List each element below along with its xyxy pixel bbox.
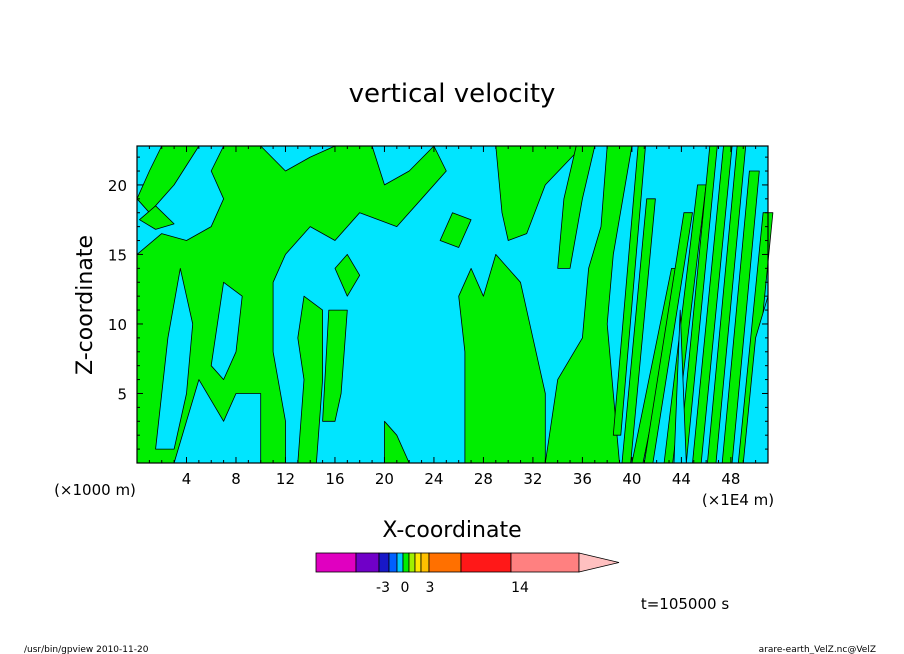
x-axis-label: X-coordinate — [382, 518, 521, 543]
x-tick-label: 12 — [276, 470, 295, 488]
x-tick-label: 20 — [375, 470, 394, 488]
colorbar-segment — [396, 552, 404, 573]
chart-title: vertical velocity — [349, 79, 556, 109]
footer-command: /usr/bin/gpview 2010-11-20 — [24, 645, 149, 654]
y-tick-label: 20 — [108, 177, 127, 195]
colorbar-segment — [315, 552, 357, 573]
positive-region — [334, 254, 361, 297]
y-tick-label: 15 — [108, 246, 127, 264]
y-tick-label: 5 — [117, 385, 127, 403]
footer-source: arare-earth_VelZ.nc@VelZ — [759, 645, 876, 654]
colorbar-label-14: 14 — [511, 580, 529, 596]
x-tick-label: 8 — [231, 470, 241, 488]
y-axis-label: Z-coordinate — [73, 235, 98, 375]
colorbar-segment — [388, 552, 398, 573]
colorbar-segment — [414, 552, 422, 573]
x-axis-unit-left: (×1000 m) — [54, 481, 136, 499]
x-tick-label: 40 — [622, 470, 641, 488]
colorbar-extension-arrow — [578, 552, 620, 573]
colorbar — [315, 552, 620, 573]
time-label: t=105000 s — [641, 595, 729, 613]
positive-region — [439, 212, 472, 248]
colorbar-segment — [460, 552, 512, 573]
contour-regions — [136, 145, 774, 464]
x-tick-label: 16 — [325, 470, 344, 488]
x-tick-label: 24 — [424, 470, 443, 488]
x-axis-ticks: 4 8 12 16 20 24 28 32 36 40 44 48 — [148, 146, 757, 488]
colorbar-segment — [420, 552, 430, 573]
colorbar-segment — [355, 552, 380, 573]
colorbar-segment — [428, 552, 462, 573]
plot-frame — [136, 145, 769, 464]
x-tick-label: 4 — [182, 470, 192, 488]
x-tick-label: 44 — [672, 470, 691, 488]
y-axis-ticks: 5 10 15 20 — [108, 156, 768, 450]
negative-region — [155, 268, 194, 450]
colorbar-label-neg3: -3 — [376, 580, 390, 596]
x-axis-unit-right: (×1E4 m) — [702, 491, 774, 509]
positive-region — [136, 145, 447, 464]
plot-area — [136, 145, 774, 464]
colorbar-label-0: 0 — [401, 580, 410, 596]
positive-region — [458, 254, 546, 464]
y-tick-label: 10 — [108, 316, 127, 334]
x-tick-label: 32 — [523, 470, 542, 488]
x-tick-label: 36 — [573, 470, 592, 488]
x-tick-label: 48 — [721, 470, 740, 488]
positive-region — [139, 205, 175, 230]
negative-region — [210, 281, 243, 380]
colorbar-segment — [378, 552, 390, 573]
x-tick-label: 28 — [474, 470, 493, 488]
colorbar-label-3: 3 — [426, 580, 435, 596]
positive-region — [322, 309, 348, 422]
colorbar-segment — [510, 552, 580, 573]
positive-region — [297, 295, 323, 464]
colorbar-segment — [408, 552, 416, 573]
colorbar-segment — [402, 552, 410, 573]
